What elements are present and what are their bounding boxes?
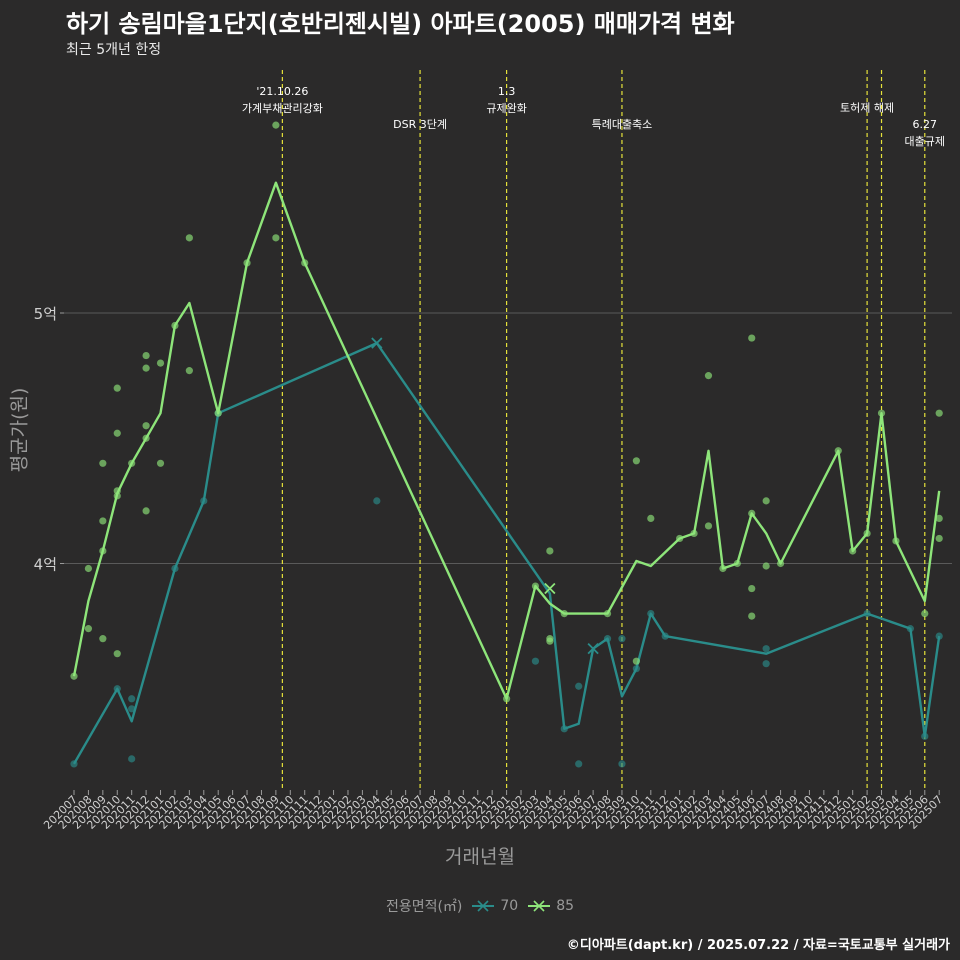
data-point [142, 351, 150, 360]
data-point [99, 517, 107, 525]
data-point [113, 650, 121, 658]
legend-key-70-icon [472, 900, 495, 912]
data-point [272, 121, 280, 129]
event-label: 대출규제 [905, 135, 945, 148]
y-axis-label: 평균가(원) [8, 387, 31, 473]
data-point [70, 672, 78, 680]
data-point [762, 660, 770, 668]
data-point [84, 625, 93, 633]
data-point [156, 459, 165, 467]
data-point [156, 359, 165, 367]
data-point [762, 497, 770, 505]
data-cross [371, 337, 383, 349]
data-point [128, 755, 136, 763]
legend-item-70: 70 [470, 898, 518, 914]
series-85 [70, 121, 943, 703]
data-point [921, 610, 929, 618]
event-label: 특례대출축소 [592, 118, 653, 131]
data-point [185, 234, 193, 242]
legend-item-85: 85 [526, 898, 574, 914]
data-point [748, 612, 756, 620]
series-line [72, 181, 941, 700]
legend-title: 전용면적(㎡) [385, 899, 463, 915]
data-point [704, 372, 713, 380]
data-point [748, 584, 756, 593]
data-point [546, 637, 554, 645]
chart-subtitle: 최근 5개년 한정 [66, 42, 162, 58]
data-point [575, 682, 583, 690]
data-point [84, 564, 93, 573]
data-point [185, 367, 193, 375]
data-cross [587, 643, 599, 655]
legend: 전용면적(㎡) 70 85 [0, 896, 960, 916]
data-point [99, 459, 107, 467]
data-point [762, 645, 770, 653]
data-cross [544, 582, 556, 595]
data-point [618, 760, 626, 768]
event-label: DSR 3단계 [393, 118, 447, 131]
data-point [748, 334, 756, 342]
data-point [632, 657, 640, 665]
data-point [632, 457, 640, 465]
data-point [272, 234, 280, 242]
data-point [128, 705, 136, 713]
data-point [142, 422, 150, 430]
legend-key-85-icon [528, 900, 551, 912]
data-point [935, 514, 943, 523]
data-point [935, 534, 943, 543]
y-tick-label: 4억 [34, 556, 57, 574]
data-point [575, 760, 583, 768]
data-point [704, 522, 713, 530]
data-point [531, 657, 540, 665]
series-70 [70, 337, 943, 768]
data-point [647, 514, 655, 523]
y-tick-label: 5억 [34, 305, 57, 323]
data-point [99, 635, 107, 643]
data-point [373, 497, 381, 505]
data-point [142, 507, 150, 515]
legend-label-70: 70 [500, 898, 519, 914]
data-point [113, 384, 121, 392]
data-point [113, 429, 121, 437]
event-label: 6.27 [913, 118, 938, 131]
data-point [142, 364, 150, 372]
event-label: 토허제 해제 [840, 101, 894, 115]
data-point [546, 547, 554, 555]
data-point [128, 695, 136, 703]
event-label: 규제완화 [486, 102, 526, 115]
event-label: '21.10.26 [256, 85, 308, 98]
legend-label-85: 85 [556, 898, 575, 914]
data-point [618, 635, 626, 643]
event-label: 가계부채관리강화 [242, 102, 323, 115]
x-axis-label: 거래년월 [445, 846, 515, 868]
event-label: 1.3 [498, 85, 516, 98]
data-point [762, 562, 770, 570]
data-point [935, 409, 943, 417]
credit-text: ©디아파트(dapt.kr) / 2025.07.22 / 자료=국토교통부 실… [566, 938, 950, 953]
chart-title: 하기 송림마을1단지(호반리젠시빌) 아파트(2005) 매매가격 변화 [66, 10, 735, 38]
